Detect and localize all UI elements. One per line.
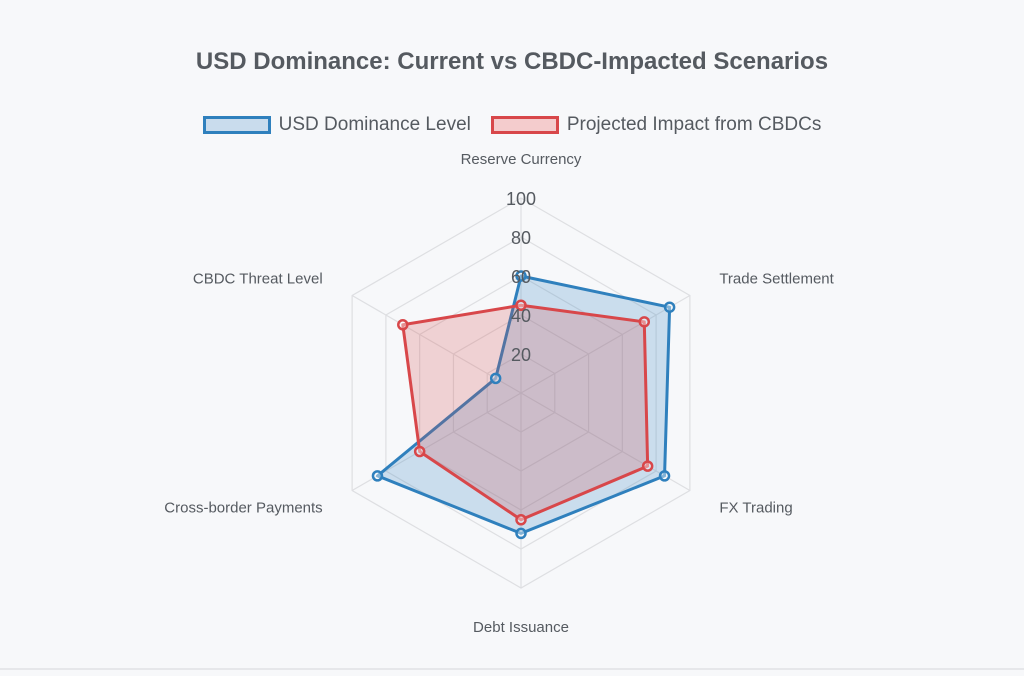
series-0-point-5 bbox=[489, 372, 502, 385]
legend: USD Dominance Level Projected Impact fro… bbox=[0, 114, 1024, 136]
bottom-divider bbox=[0, 668, 1024, 670]
series-0-point-3 bbox=[515, 527, 527, 540]
category-label-5: CBDC Threat Level bbox=[193, 271, 323, 288]
tick-label-100: 100 bbox=[506, 189, 536, 209]
category-label-3: Debt Issuance bbox=[473, 619, 569, 636]
legend-item-usd[interactable]: USD Dominance Level bbox=[202, 114, 471, 136]
grid-spoke-1 bbox=[520, 294, 691, 394]
series-1-point-5 bbox=[397, 319, 409, 331]
series-1-point-2 bbox=[641, 460, 654, 472]
grid-spoke-2 bbox=[520, 392, 691, 492]
legend-swatch-cbdc bbox=[490, 116, 559, 134]
series-area-0 bbox=[375, 274, 672, 535]
tick-label-60: 60 bbox=[511, 267, 531, 287]
category-label-1: Trade Settlement bbox=[719, 271, 834, 288]
series-1-point-1 bbox=[638, 316, 651, 328]
tick-label-40: 40 bbox=[511, 306, 531, 326]
series-1-point-3 bbox=[515, 514, 527, 526]
tick-label-20: 20 bbox=[511, 345, 531, 365]
series-1-point-0 bbox=[515, 299, 527, 311]
legend-swatch-usd bbox=[202, 116, 271, 134]
series-0-point-4 bbox=[371, 470, 384, 482]
series-0-point-0 bbox=[515, 270, 527, 282]
chart-title: USD Dominance: Current vs CBDC-Impacted … bbox=[195, 48, 829, 75]
legend-label-cbdc: Projected Impact from CBDCs bbox=[566, 114, 822, 135]
tick-label-80: 80 bbox=[511, 228, 531, 248]
series-area-1 bbox=[401, 303, 650, 522]
legend-item-cbdc[interactable]: Projected Impact from CBDCs bbox=[490, 114, 822, 136]
category-label-2: FX Trading bbox=[719, 500, 792, 517]
category-label-0: Reserve Currency bbox=[461, 151, 582, 168]
category-label-4: Cross-border Payments bbox=[164, 500, 322, 517]
series-0-point-2 bbox=[658, 470, 671, 482]
grid-spoke-5 bbox=[351, 294, 522, 394]
legend-label-usd: USD Dominance Level bbox=[278, 114, 471, 135]
series-0-point-1 bbox=[663, 301, 676, 313]
series-1-point-4 bbox=[413, 445, 426, 458]
